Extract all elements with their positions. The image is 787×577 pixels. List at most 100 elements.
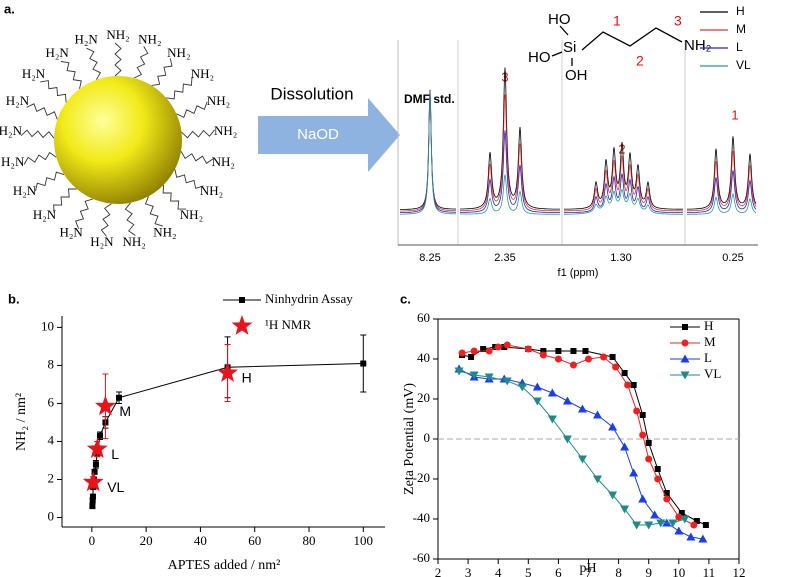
ligand-chain: [133, 46, 149, 79]
peak-label: 1: [731, 107, 738, 122]
data-point: [469, 371, 479, 380]
x-tick-label: 9: [645, 565, 652, 577]
data-point: [82, 471, 104, 492]
ligand-chain: [100, 203, 112, 237]
ligand-label: NH₂: [214, 123, 237, 138]
data-point: [570, 348, 577, 354]
y-tick-label: 0: [424, 430, 431, 445]
ligand-label: NH₂: [191, 66, 214, 81]
x-tick-label: 60: [248, 533, 261, 548]
ligand-chain: [166, 77, 193, 100]
x-tick-label: 10: [672, 565, 685, 577]
legend-label: Ninhydrin Assay: [265, 291, 353, 306]
data-point: [89, 503, 96, 510]
legend-label: M: [736, 22, 746, 36]
data-point: [620, 442, 630, 451]
legend-label: VL: [704, 366, 721, 381]
x-tick-label: 80: [303, 533, 316, 548]
ligand-label: H₂N: [0, 123, 23, 138]
ligand-label: H₂N: [1, 154, 25, 169]
panel-label: a.: [4, 1, 15, 16]
ligand-label: H₂N: [6, 93, 30, 108]
ligand-chain: [180, 151, 214, 164]
legend-marker: [682, 324, 688, 330]
legend-marker: [680, 354, 690, 363]
data-point: [678, 510, 685, 516]
data-point: [86, 438, 108, 458]
data-point: [547, 415, 557, 424]
ligand-chain: [26, 103, 58, 120]
y-tick-label: 8: [48, 356, 55, 371]
data-point: [629, 468, 639, 477]
data-point: [693, 518, 700, 524]
x-axis-title: APTES added / nm²: [168, 558, 281, 573]
data-point: [532, 382, 542, 391]
legend-label: ¹H NMR: [265, 317, 311, 332]
data-point: [95, 395, 116, 416]
structure: HO Si OH HO 1 2 3 NH₂: [528, 11, 712, 84]
ligand-chain: [114, 42, 122, 77]
data-point: [608, 422, 618, 431]
data-point: [698, 534, 708, 543]
legend-label: VL: [736, 58, 751, 72]
x-tick-label: 12: [733, 565, 746, 577]
data-point: [702, 522, 709, 528]
ligand-label: NH₂: [207, 93, 230, 108]
y-tick-label: 20: [417, 390, 430, 405]
ligand-chain: [53, 188, 77, 214]
data-point: [494, 343, 502, 351]
arrow: [258, 98, 400, 172]
data-point: [668, 519, 678, 528]
atom-label: Si: [563, 39, 576, 56]
ligand-label: NH₂: [138, 32, 161, 47]
data-point: [690, 521, 698, 529]
data-point: [502, 377, 512, 386]
x-axis-title: pH: [579, 561, 596, 576]
data-point: [480, 346, 487, 352]
legend-label: H: [704, 318, 713, 333]
y-axis-title: NH₂ / nm²: [14, 393, 29, 451]
y-tick-label: -40: [413, 510, 430, 525]
data-point: [600, 353, 608, 361]
data-point: [656, 519, 666, 528]
x-tick-label: 3: [465, 565, 472, 577]
data-point: [89, 497, 96, 504]
data-point: [484, 373, 494, 382]
y-tick-label: -20: [413, 470, 430, 485]
data-point: [674, 526, 684, 535]
data-point: [680, 515, 690, 524]
y-tick-label: 6: [48, 394, 55, 409]
ligand-chain: [23, 151, 57, 165]
ligand-label: H₂N: [75, 32, 99, 47]
data-point: [524, 345, 532, 353]
data-point: [91, 468, 98, 475]
data-point: [577, 455, 587, 464]
ligand-label: H₂N: [13, 183, 37, 198]
data-point: [577, 404, 587, 413]
ligand-label: H₂N: [33, 207, 57, 222]
ligand-chain: [40, 80, 67, 103]
x-tick-label: 6: [555, 565, 562, 577]
data-point: [582, 348, 589, 354]
data-point: [609, 354, 616, 360]
y-tick-label: 0: [48, 508, 55, 523]
data-point: [562, 435, 572, 444]
point-label: L: [111, 446, 119, 462]
data-point: [585, 355, 592, 363]
data-point: [632, 521, 642, 530]
data-point: [360, 360, 367, 367]
ligand-chain: [162, 184, 187, 210]
ligand-chain: [176, 101, 208, 119]
data-point: [92, 461, 99, 468]
ligand-chain: [124, 202, 136, 236]
data-point: [645, 440, 652, 446]
data-point: [645, 455, 653, 463]
ligand-label: NH₂: [180, 207, 203, 222]
x-tick-label: 2.35: [494, 252, 515, 264]
spectrum-line: [400, 94, 757, 215]
series-line: [458, 368, 703, 540]
ligand-chain: [60, 61, 82, 89]
legend-marker: [231, 315, 253, 335]
y-tick-label: 10: [41, 318, 54, 333]
